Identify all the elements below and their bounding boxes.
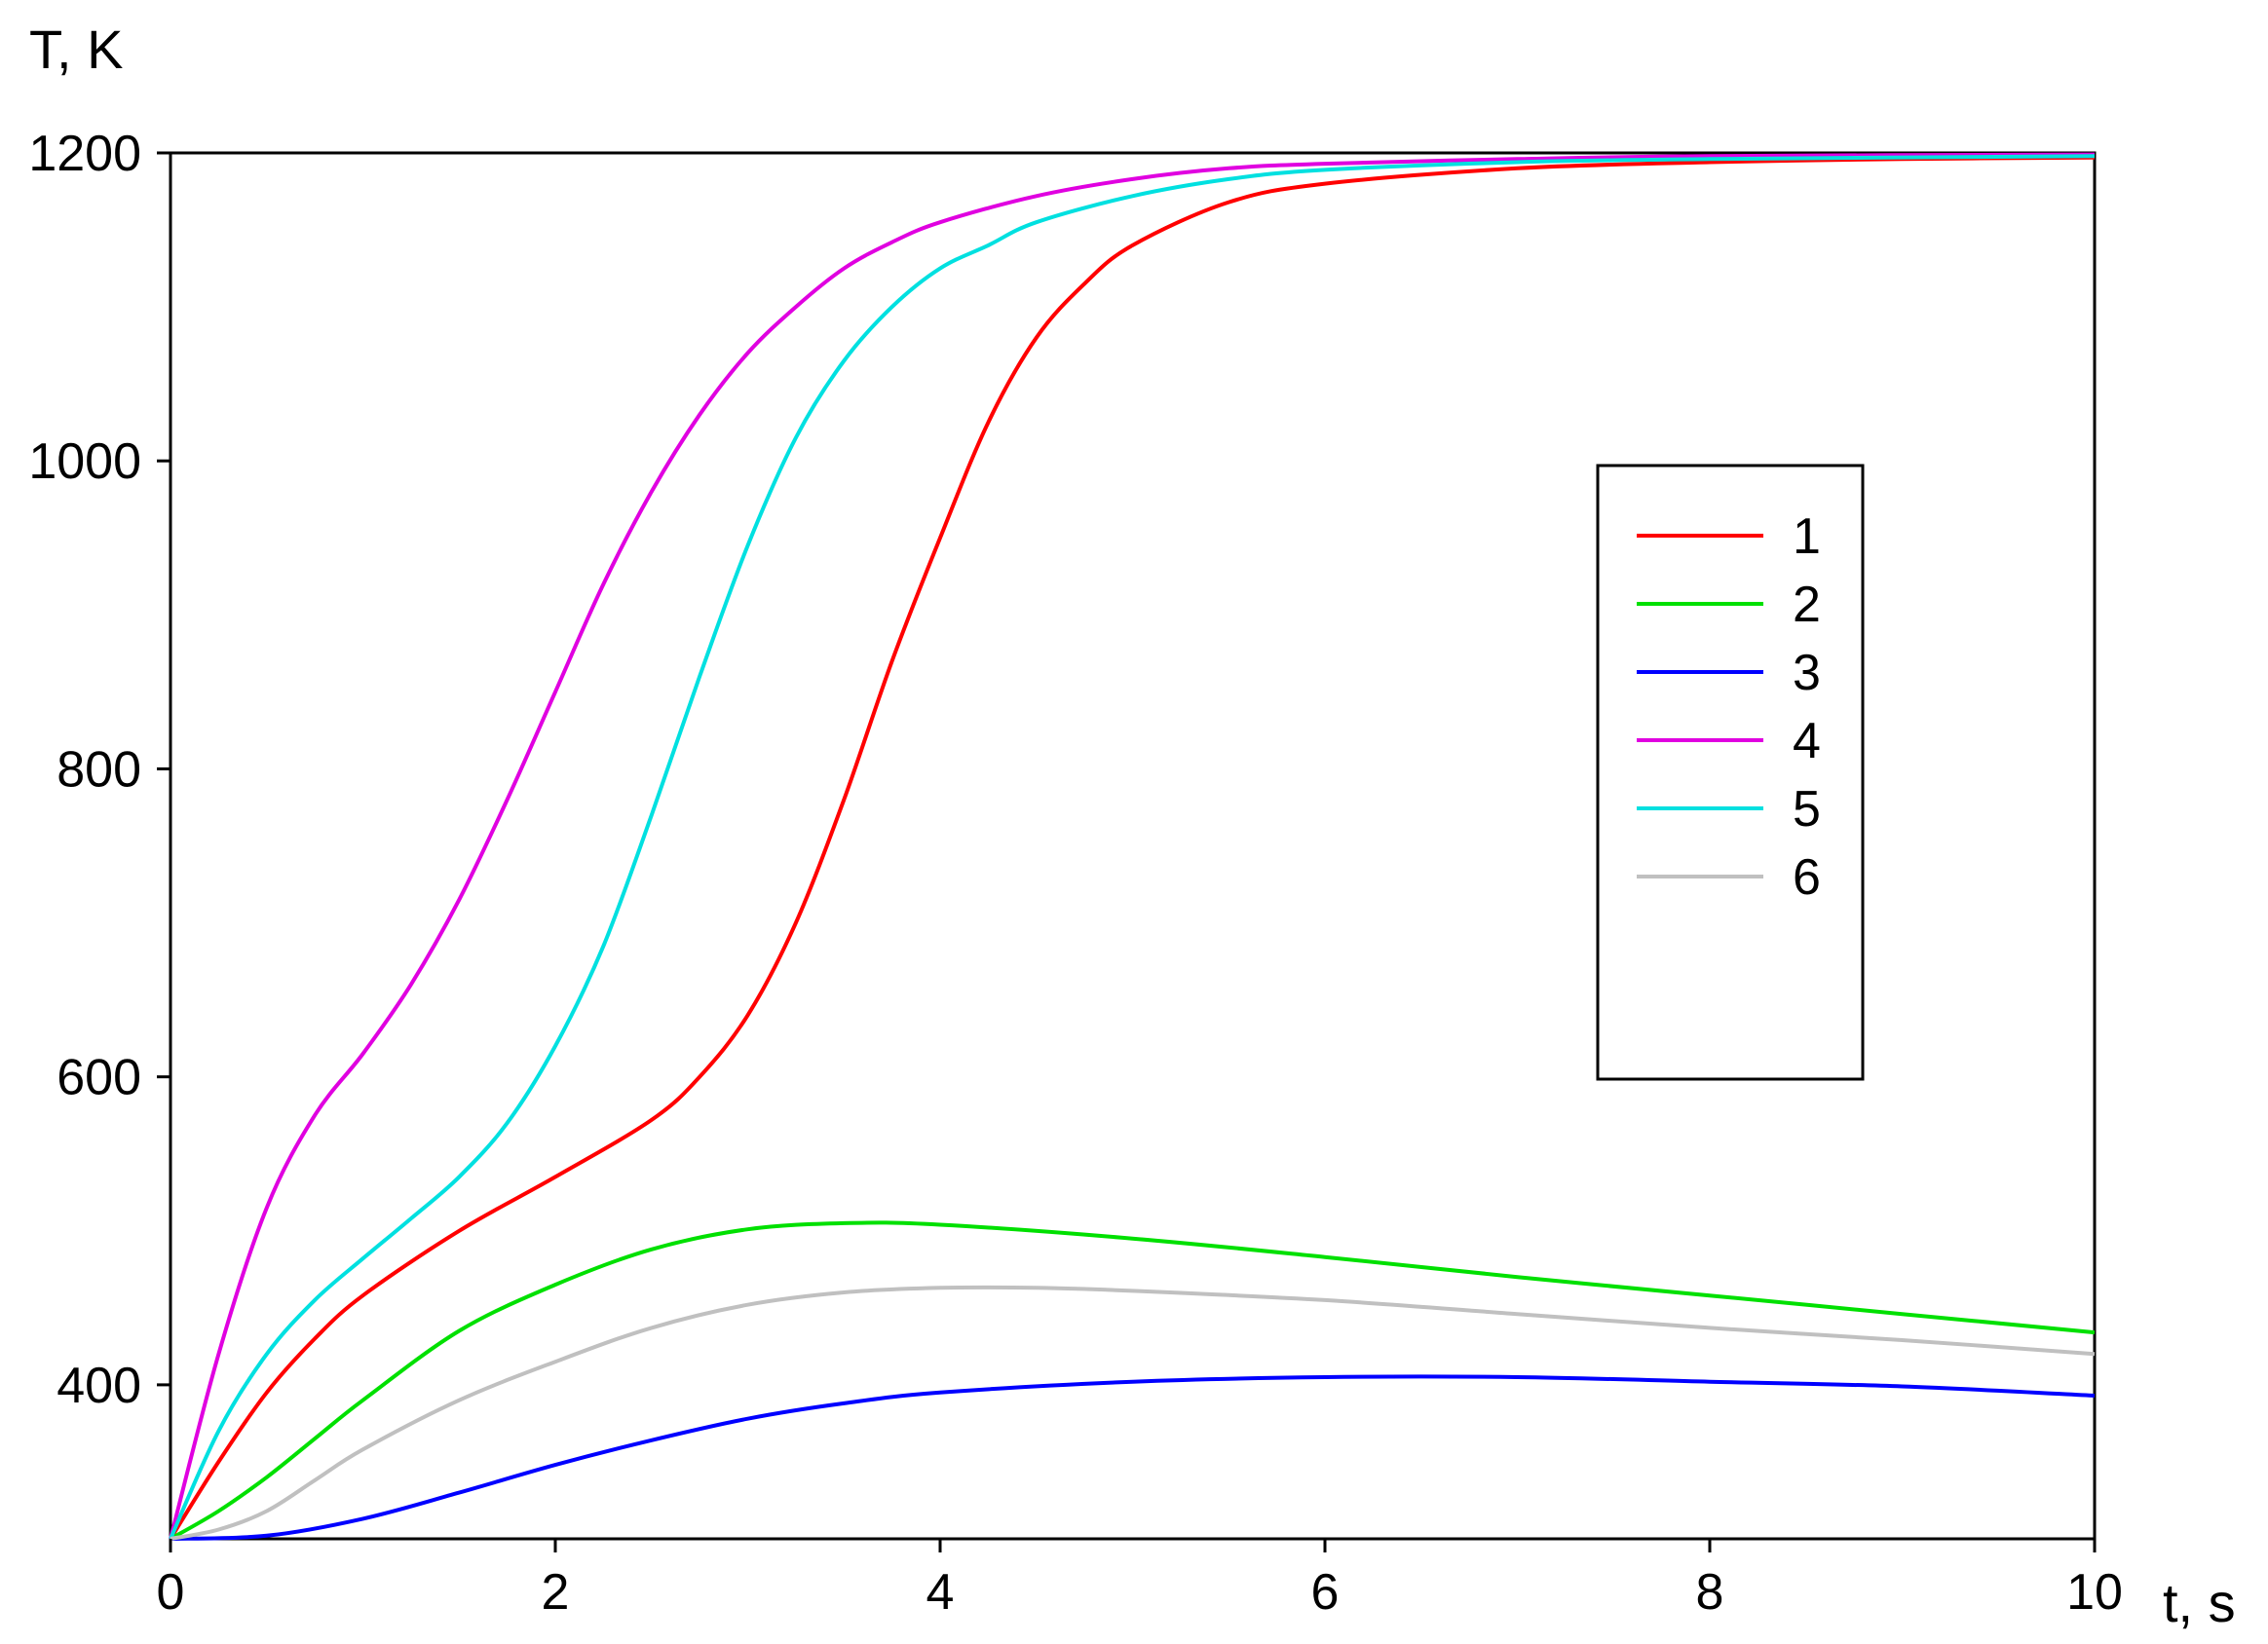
x-tick-label: 0 [157, 1564, 185, 1621]
x-tick-label: 2 [542, 1564, 570, 1621]
legend-label-4: 4 [1793, 713, 1821, 769]
y-tick-label: 1000 [28, 433, 141, 490]
legend-label-1: 1 [1793, 508, 1821, 565]
series-line-2 [170, 1220, 2096, 1541]
plot-frame [169, 151, 2097, 1541]
x-tick-label: 8 [1696, 1564, 1724, 1621]
y-tick-label: 1200 [28, 126, 141, 182]
series-layer [169, 152, 2096, 1541]
legend-label-5: 5 [1793, 781, 1821, 838]
y-axis-title: T, K [29, 19, 123, 80]
series-line-1 [169, 155, 2096, 1541]
x-tick-label: 4 [926, 1564, 955, 1621]
axes: 0 2 4 6 8 10 400 600 800 1000 1200 [28, 126, 2123, 1621]
y-tick-label: 400 [57, 1358, 141, 1414]
legend: 1 2 3 4 5 6 [1596, 464, 1865, 1081]
x-tick-label: 10 [2066, 1564, 2123, 1621]
x-axis-title: t, s [2163, 1572, 2236, 1633]
series-line-3 [170, 1374, 2096, 1541]
series-line-6 [170, 1285, 2096, 1541]
legend-box [1596, 464, 1865, 1081]
legend-label-3: 3 [1793, 645, 1821, 701]
x-tick-label: 6 [1311, 1564, 1340, 1621]
y-tick-label: 600 [57, 1050, 141, 1106]
legend-label-6: 6 [1793, 849, 1821, 906]
y-tick-label: 800 [57, 741, 141, 798]
legend-label-2: 2 [1793, 577, 1821, 633]
series-line-5 [169, 154, 2096, 1540]
series-line-4 [169, 152, 2096, 1540]
